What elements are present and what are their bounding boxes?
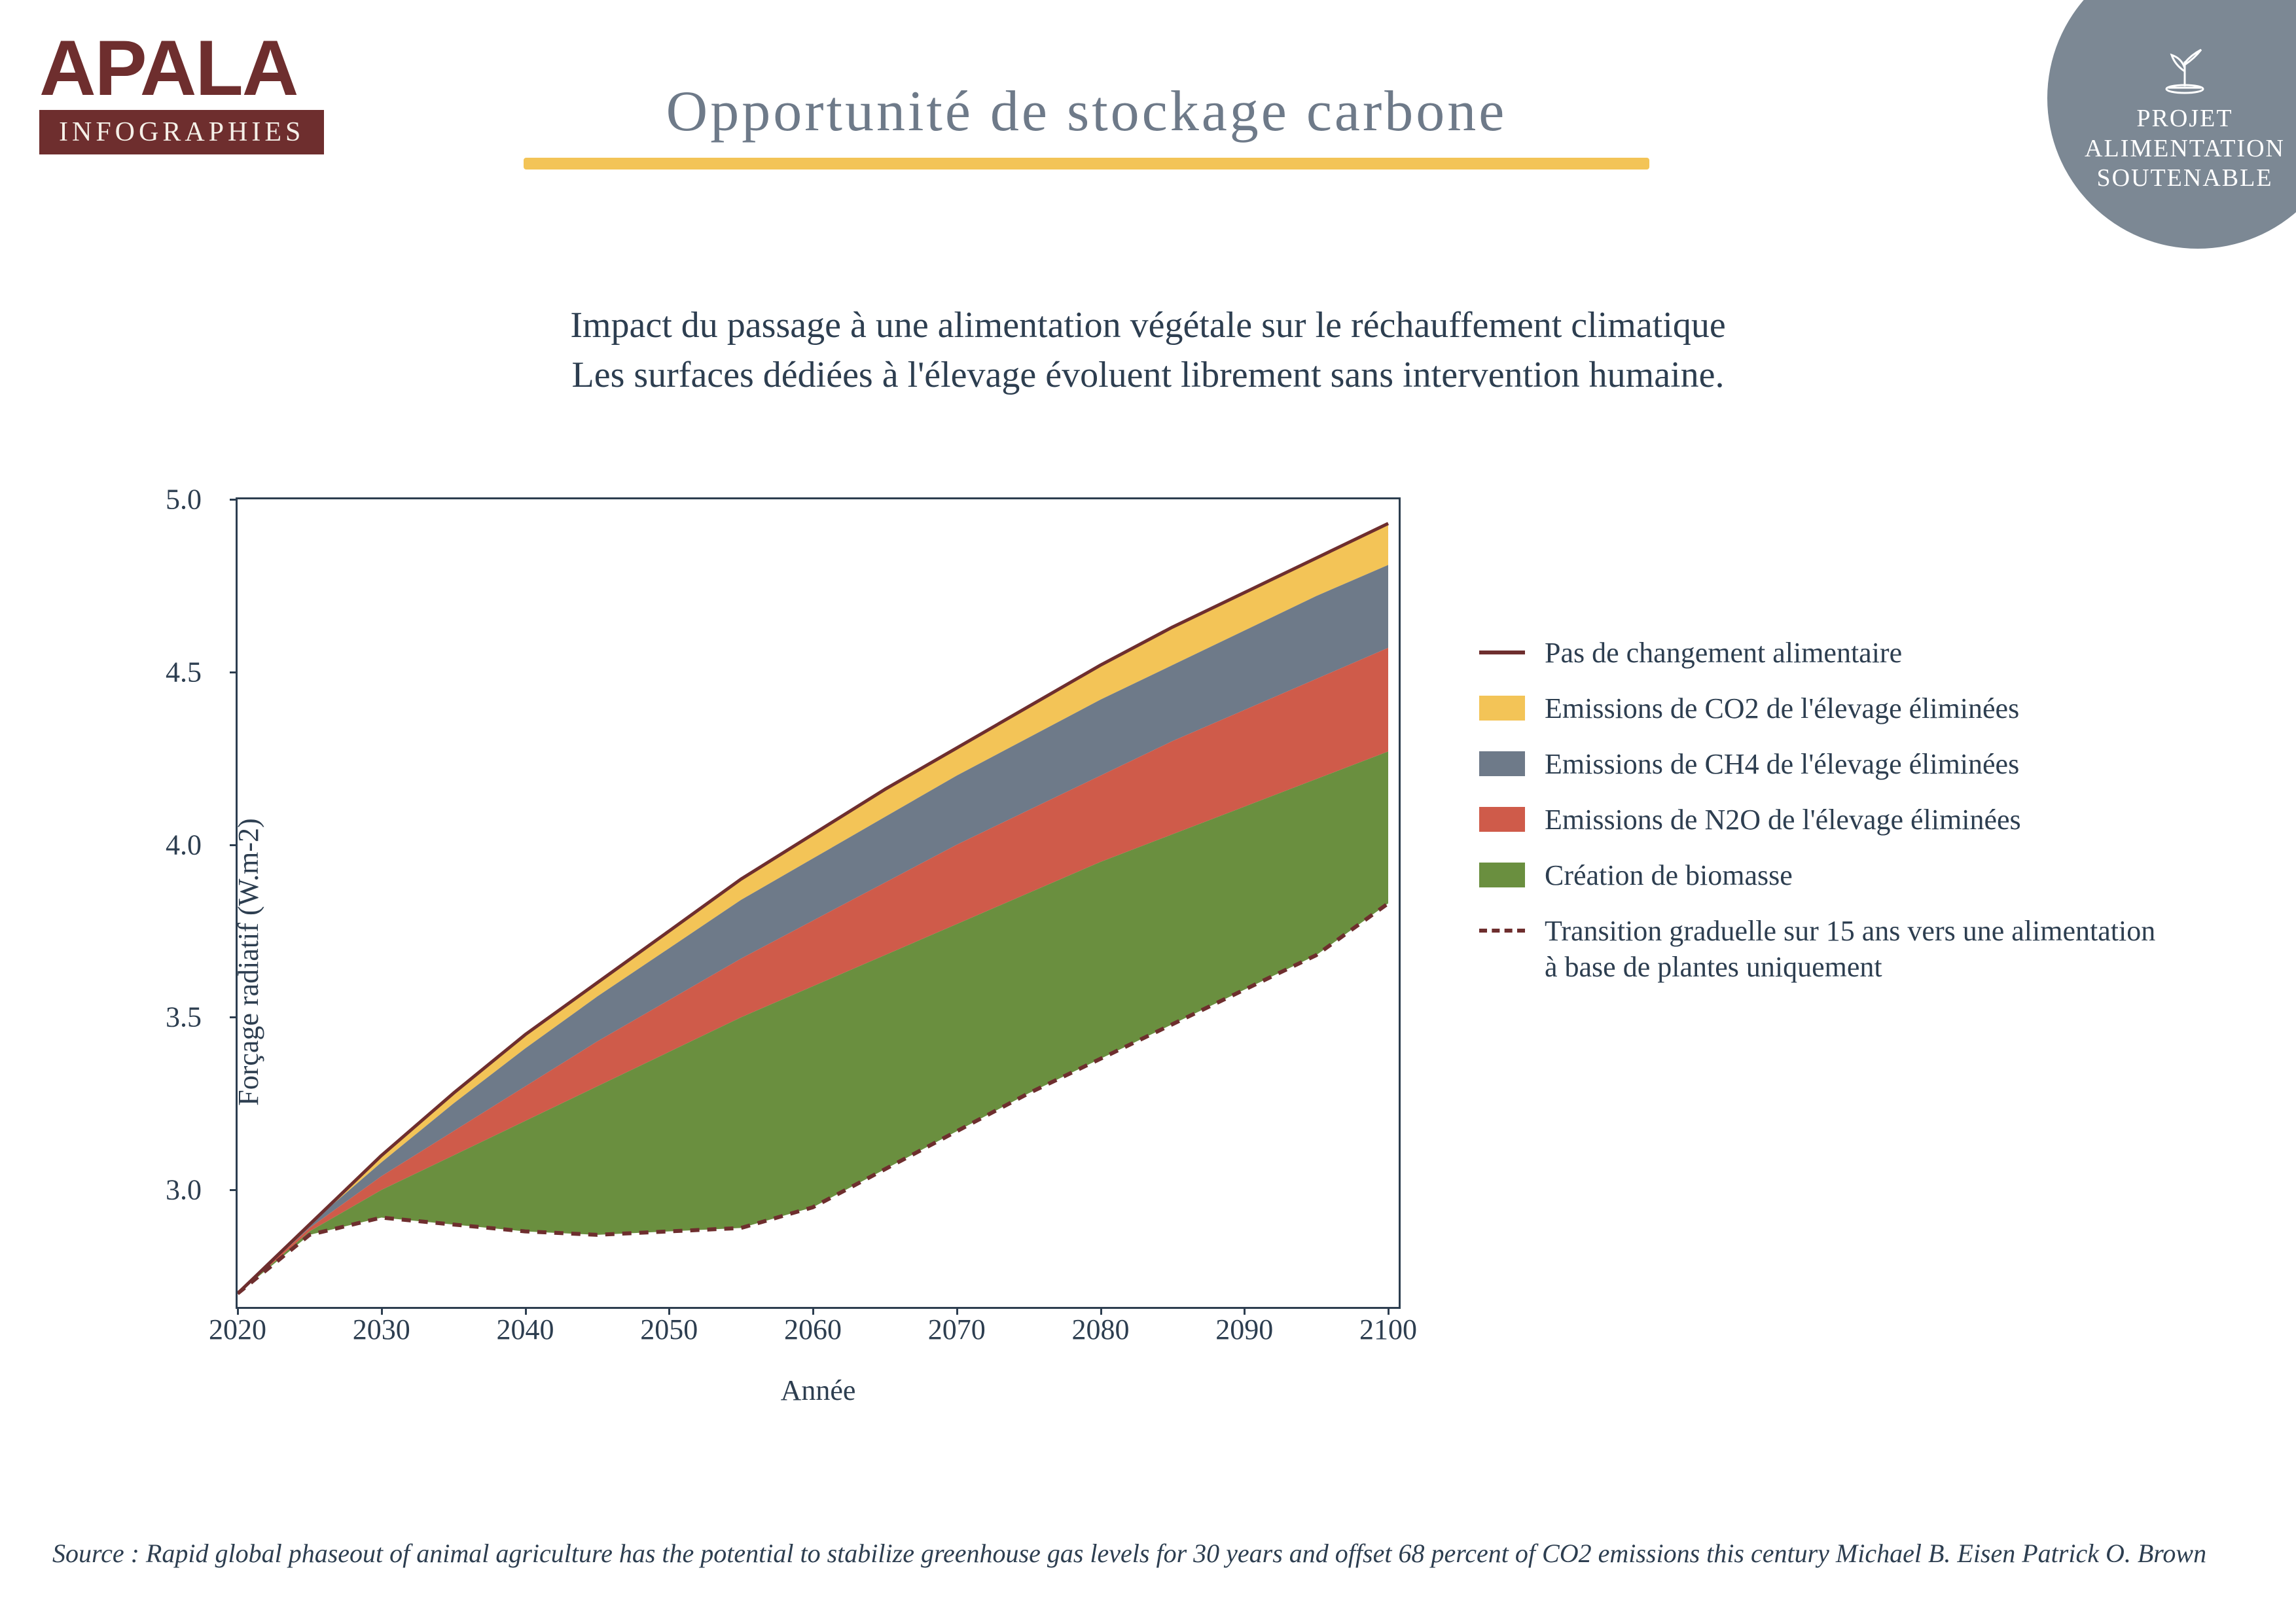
- legend-item: Transition graduelle sur 15 ans vers une…: [1479, 913, 2166, 985]
- legend-item: Emissions de CO2 de l'élevage éliminées: [1479, 690, 2166, 726]
- subtitle-line1: Impact du passage à une alimentation vég…: [0, 301, 2296, 351]
- legend-label: Pas de changement alimentaire: [1545, 635, 1902, 671]
- x-tick-label: 2080: [1072, 1313, 1130, 1346]
- legend-swatch: [1479, 863, 1525, 887]
- legend: Pas de changement alimentaire Emissions d…: [1479, 635, 2166, 1005]
- legend-label: Transition graduelle sur 15 ans vers une…: [1545, 913, 2166, 985]
- y-tick-label: 3.0: [166, 1173, 202, 1207]
- project-badge: PROJET ALIMENTATION SOUTENABLE: [2047, 0, 2296, 249]
- legend-swatch: [1479, 696, 1525, 721]
- plant-icon: [2155, 42, 2214, 98]
- logo: APALA INFOGRAPHIES: [39, 33, 324, 154]
- source-text: Rapid global phaseout of animal agricult…: [146, 1539, 2206, 1568]
- x-tick-label: 2090: [1215, 1313, 1273, 1346]
- plot-area: 3.03.54.04.55.02020203020402050206020702…: [236, 497, 1401, 1309]
- source-prefix: Source :: [52, 1539, 146, 1568]
- legend-item: Emissions de CH4 de l'élevage éliminées: [1479, 746, 2166, 782]
- page-title: Opportunité de stockage carbone: [524, 79, 1649, 145]
- legend-swatch: [1479, 751, 1525, 776]
- legend-swatch: [1479, 807, 1525, 832]
- header: APALA INFOGRAPHIES Opportunité de stocka…: [0, 0, 2296, 209]
- page-root: APALA INFOGRAPHIES Opportunité de stocka…: [0, 0, 2296, 1623]
- x-axis-label: Année: [236, 1374, 1401, 1407]
- x-tick-label: 2070: [928, 1313, 986, 1346]
- legend-item: Pas de changement alimentaire: [1479, 635, 2166, 671]
- legend-item: Emissions de N2O de l'élevage éliminées: [1479, 802, 2166, 838]
- badge-line2: ALIMENTATION: [2085, 134, 2285, 164]
- legend-item: Création de biomasse: [1479, 857, 2166, 893]
- x-tick-label: 2060: [784, 1313, 842, 1346]
- title-block: Opportunité de stockage carbone: [524, 79, 1649, 169]
- legend-swatch: [1479, 929, 1525, 933]
- x-tick-label: 2100: [1359, 1313, 1417, 1346]
- legend-label: Emissions de CO2 de l'élevage éliminées: [1545, 690, 2019, 726]
- subtitle: Impact du passage à une alimentation vég…: [0, 301, 2296, 400]
- x-tick-label: 2050: [640, 1313, 698, 1346]
- y-tick-label: 4.0: [166, 828, 202, 861]
- x-tick-label: 2040: [497, 1313, 554, 1346]
- legend-label: Emissions de CH4 de l'élevage éliminées: [1545, 746, 2019, 782]
- legend-label: Création de biomasse: [1545, 857, 1793, 893]
- badge-line3: SOUTENABLE: [2096, 164, 2272, 194]
- x-tick-label: 2020: [209, 1313, 266, 1346]
- logo-subtitle: INFOGRAPHIES: [39, 110, 324, 154]
- logo-main: APALA: [39, 33, 324, 103]
- chart-zone: Forçage radiatif (W.m-2) 3.03.54.04.55.0…: [144, 471, 2173, 1453]
- title-underline: [524, 158, 1649, 169]
- subtitle-line2: Les surfaces dédiées à l'élevage évoluen…: [0, 351, 2296, 401]
- badge-line1: PROJET: [2136, 104, 2233, 134]
- legend-swatch: [1479, 651, 1525, 654]
- y-tick-label: 5.0: [166, 483, 202, 516]
- legend-label: Emissions de N2O de l'élevage éliminées: [1545, 802, 2021, 838]
- chart-svg: [238, 499, 1403, 1311]
- x-tick-label: 2030: [353, 1313, 410, 1346]
- source-citation: Source : Rapid global phaseout of animal…: [52, 1537, 2245, 1571]
- y-tick-label: 3.5: [166, 1001, 202, 1034]
- y-tick-label: 4.5: [166, 655, 202, 688]
